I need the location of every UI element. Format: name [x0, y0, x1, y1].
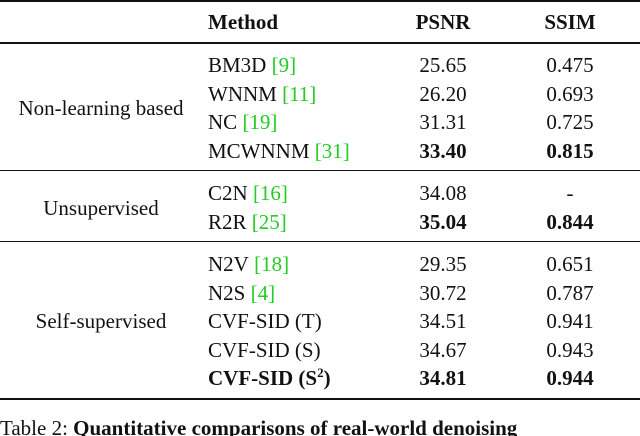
- psnr-value: 35.04: [419, 209, 467, 234]
- citation: [18]: [254, 252, 290, 277]
- method-cell: CVF-SID (S2): [208, 365, 331, 391]
- group-label: Self-supervised: [35, 309, 167, 334]
- ssim-value: 0.475: [546, 53, 594, 78]
- psnr-value: 25.65: [419, 53, 467, 78]
- ssim-value: 0.787: [546, 280, 594, 305]
- psnr-value: 30.72: [419, 280, 467, 305]
- citation: [4]: [250, 280, 276, 305]
- method-name: N2V: [208, 252, 249, 277]
- method-name: NC: [208, 110, 238, 135]
- method-name: C2N: [208, 181, 248, 206]
- method-cell: WNNM [11]: [208, 81, 316, 107]
- psnr-value: 34.67: [419, 337, 467, 362]
- psnr-value: 26.20: [419, 81, 467, 106]
- citation: [25]: [251, 209, 287, 234]
- citation: [11]: [282, 81, 317, 106]
- method-name: WNNM: [208, 81, 277, 106]
- psnr-value: 33.40: [419, 138, 467, 163]
- psnr-value: 34.51: [419, 309, 467, 334]
- citation: [19]: [242, 110, 278, 135]
- table-rule: [0, 170, 640, 171]
- method-cell: R2R [25]: [208, 209, 287, 235]
- citation: [31]: [314, 138, 350, 163]
- method-cell: C2N [16]: [208, 180, 288, 206]
- ssim-value: -: [566, 181, 574, 206]
- method-name: N2S: [208, 280, 246, 305]
- header-psnr: PSNR: [415, 10, 471, 34]
- ssim-value: 0.815: [546, 138, 594, 163]
- method-cell: BM3D [9]: [208, 52, 296, 78]
- citation: [9]: [271, 53, 297, 78]
- ssim-value: 0.725: [546, 110, 594, 135]
- psnr-value: 34.81: [419, 366, 467, 391]
- method-cell: NC [19]: [208, 109, 277, 135]
- psnr-value: 29.35: [419, 252, 467, 277]
- method-end: ): [323, 366, 331, 391]
- group-label: Unsupervised: [43, 195, 159, 220]
- ssim-value: 0.844: [546, 209, 594, 234]
- caption: Table 2: Quantitative comparisons of rea…: [0, 415, 517, 436]
- citation: [16]: [252, 181, 288, 206]
- method-name: R2R: [208, 209, 247, 234]
- method-name: CVF-SID (S): [208, 337, 321, 362]
- method-name: BM3D: [208, 53, 267, 78]
- psnr-value: 31.31: [419, 110, 467, 135]
- psnr-value: 34.08: [419, 181, 467, 206]
- header-ssim: SSIM: [544, 10, 596, 34]
- method-cell: CVF-SID (T): [208, 308, 322, 334]
- table-rule: [0, 397, 640, 400]
- method-cell: CVF-SID (S): [208, 337, 321, 363]
- table-rule: [0, 0, 640, 2]
- method-cell: N2V [18]: [208, 251, 289, 277]
- group-label: Non-learning based: [18, 96, 184, 120]
- ssim-value: 0.651: [546, 252, 594, 277]
- ssim-value: 0.943: [546, 337, 594, 362]
- method-cell: MCWNNM [31]: [208, 138, 350, 164]
- method-superscript: 2: [317, 365, 324, 381]
- table-rule: [0, 241, 640, 242]
- header-method: Method: [208, 10, 278, 34]
- ssim-value: 0.693: [546, 81, 594, 106]
- table-rule: [0, 42, 640, 44]
- method-cell: N2S [4]: [208, 280, 275, 306]
- method-name: MCWNNM: [208, 138, 310, 163]
- caption-text: Quantitative comparisons of real-world d…: [73, 415, 518, 436]
- method-name: CVF-SID (S: [208, 366, 318, 391]
- caption-label: Table 2:: [0, 415, 68, 436]
- method-name: CVF-SID (T): [208, 309, 322, 334]
- ssim-value: 0.941: [546, 309, 594, 334]
- ssim-value: 0.944: [546, 366, 594, 391]
